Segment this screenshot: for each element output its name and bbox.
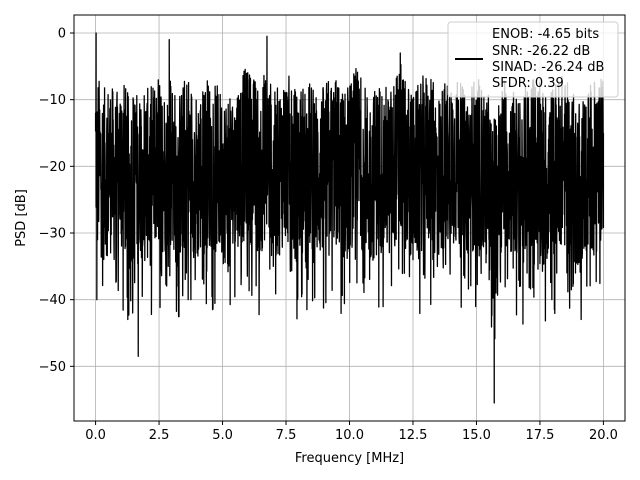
- y-tick-label: −40: [39, 293, 66, 308]
- x-tick-label: 17.5: [525, 428, 554, 443]
- y-axis-label: PSD [dB]: [14, 189, 29, 247]
- psd-line: [94, 32, 605, 404]
- x-axis-ticks: 0.0 2.5 5.0 7.5 10.0 12.5 15.0 17.5 20.0: [85, 421, 618, 443]
- x-tick-label: 12.5: [399, 428, 428, 443]
- legend-text-snr: SNR: -26.22 dB: [492, 44, 590, 59]
- x-axis-label: Frequency [MHz]: [295, 451, 404, 466]
- y-tick-label: −30: [39, 227, 66, 242]
- legend-text-sfdr: SFDR: 0.39: [492, 76, 564, 91]
- legend-text-enob: ENOB: -4.65 bits: [492, 27, 599, 42]
- y-tick-label: −10: [39, 93, 66, 108]
- y-axis-ticks: 0 −10 −20 −30 −40 −50: [39, 27, 74, 375]
- x-tick-label: 0.0: [85, 428, 106, 443]
- x-tick-label: 15.0: [462, 428, 491, 443]
- x-tick-label: 20.0: [589, 428, 618, 443]
- legend-text-sinad: SINAD: -26.24 dB: [492, 60, 604, 75]
- y-tick-label: −50: [39, 360, 66, 375]
- legend-box: [447, 21, 619, 98]
- psd-trace: [94, 32, 605, 404]
- x-tick-label: 5.0: [212, 428, 233, 443]
- x-tick-label: 10.0: [335, 428, 364, 443]
- y-tick-label: 0: [58, 27, 66, 42]
- y-tick-label: −20: [39, 160, 66, 175]
- x-tick-label: 7.5: [276, 428, 297, 443]
- legend: ENOB: -4.65 bits SNR: -26.22 dB SINAD: -…: [447, 21, 619, 98]
- x-tick-label: 2.5: [149, 428, 170, 443]
